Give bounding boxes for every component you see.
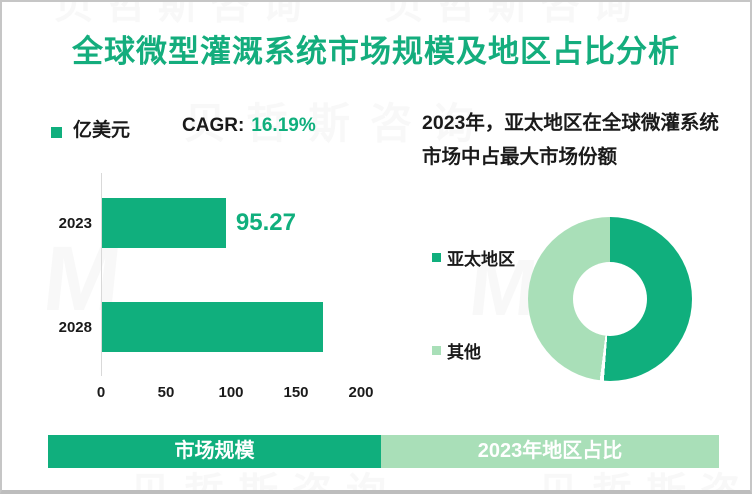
x-tick: 0	[96, 384, 106, 401]
cagr-row: CAGR: 16.19%	[182, 115, 316, 137]
heading-line: 2023年，亚太地区在全球微灌系统	[422, 112, 719, 134]
bar-category-label: 2028	[58, 319, 92, 336]
footer-tab-region-share: 2023年地区占比	[381, 435, 719, 468]
bar-category-label: 2023	[58, 215, 92, 232]
bar	[102, 198, 226, 248]
share-panel-heading: 2023年，亚太地区在全球微灌系统 市场中占最大市场份额	[422, 106, 724, 174]
x-tick: 150	[283, 384, 309, 401]
x-tick: 100	[218, 384, 244, 401]
legend-swatch	[432, 346, 441, 355]
heading-line: 市场中占最大市场份额	[422, 146, 618, 168]
legend-item: 其他	[432, 338, 481, 363]
footer-tab-market-size: 市场规模	[48, 435, 381, 468]
donut-hole	[573, 262, 647, 336]
footer-tabs: 市场规模 2023年地区占比	[48, 435, 719, 468]
cagr-label: CAGR:	[182, 115, 245, 136]
y-axis-line	[101, 173, 102, 376]
x-tick: 50	[157, 384, 175, 401]
legend-swatch	[432, 253, 441, 262]
page-title: 全球微型灌溉系统市场规模及地区占比分析	[72, 34, 680, 69]
bar-value-label: 95.27	[235, 209, 296, 236]
bar-row	[102, 302, 333, 352]
bar	[102, 302, 323, 352]
x-axis: 0 50 100 150 200	[97, 384, 401, 402]
legend-label: 亚太地区	[447, 250, 515, 269]
cagr-value: 16.19%	[251, 115, 316, 136]
bar-row: 95.27	[102, 198, 296, 248]
donut-chart	[528, 217, 692, 381]
legend-label: 其他	[447, 343, 481, 362]
x-tick: 200	[348, 384, 374, 401]
legend-item: 亚太地区	[432, 245, 515, 270]
unit-label: 亿美元	[73, 120, 131, 141]
series-swatch	[51, 127, 62, 138]
